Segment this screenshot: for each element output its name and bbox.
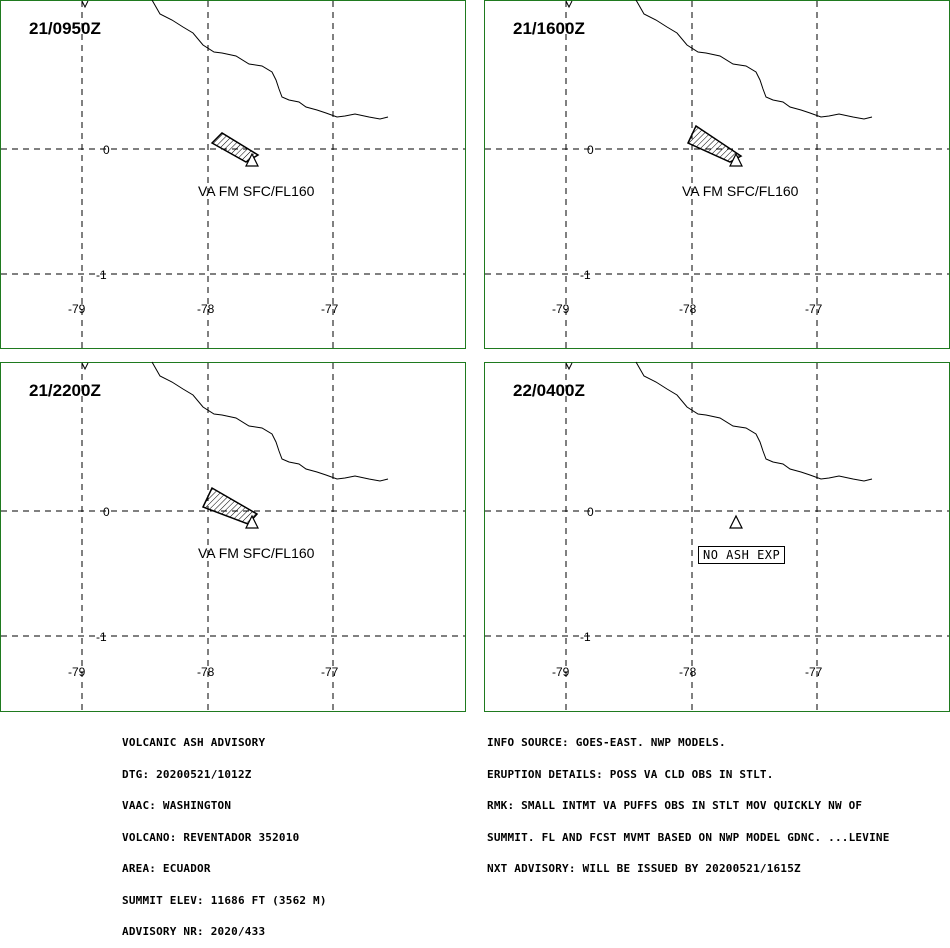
lon-label-78: -78 [197,302,215,316]
no-ash-expected-box: NO ASH EXP [698,546,786,564]
lon-label-77: -77 [321,302,339,316]
lon-label-77: -77 [321,665,339,679]
info-line: ADVISORY NR: 2020/433 [122,925,266,938]
ash-label: VA FM SFC/FL160 [682,183,799,199]
lon-label-78: -78 [197,665,215,679]
lat-label-minus1: -1 [96,630,107,644]
lat-label-0: 0 [587,505,594,519]
map-panel-3: 21/2200Z [0,362,466,712]
advisory-info-left: VOLCANIC ASH ADVISORY DTG: 20200521/1012… [122,717,327,948]
lon-label-77: -77 [805,302,823,316]
lon-label-79: -79 [552,302,570,316]
ash-label: VA FM SFC/FL160 [198,545,315,561]
map-panel-4: 22/0400Z [484,362,950,712]
ash-label: VA FM SFC/FL160 [198,183,315,199]
info-line: VOLCANIC ASH ADVISORY [122,736,266,749]
lat-label-0: 0 [587,143,594,157]
info-line: VAAC: WASHINGTON [122,799,232,812]
lon-label-79: -79 [552,665,570,679]
panel-time: 22/0400Z [513,381,585,400]
panel-time: 21/1600Z [513,19,585,38]
map-panel-1: 21/0950Z [0,0,466,349]
panel-time: 21/0950Z [29,19,101,38]
info-line: RMK: SMALL INTMT VA PUFFS OBS IN STLT MO… [487,799,863,812]
advisory-info-right: INFO SOURCE: GOES-EAST. NWP MODELS. ERUP… [487,717,890,885]
lat-label-0: 0 [103,143,110,157]
info-line: SUMMIT. FL AND FCST MVMT BASED ON NWP MO… [487,830,890,844]
lat-label-0: 0 [103,505,110,519]
lon-label-78: -78 [679,665,697,679]
lon-label-77: -77 [805,665,823,679]
lon-label-78: -78 [679,302,697,316]
lat-label-minus1: -1 [580,630,591,644]
info-line: AREA: ECUADOR [122,862,211,875]
info-line: ERUPTION DETAILS: POSS VA CLD OBS IN STL… [487,767,774,781]
lon-label-79: -79 [68,302,86,316]
lat-label-minus1: -1 [96,268,107,282]
info-line: DTG: 20200521/1012Z [122,767,252,781]
info-line: INFO SOURCE: GOES-EAST. NWP MODELS. [487,736,726,749]
lon-label-79: -79 [68,665,86,679]
info-line: VOLCANO: REVENTADOR 352010 [122,830,300,844]
info-line: SUMMIT ELEV: 11686 FT (3562 M) [122,893,327,907]
info-line: NXT ADVISORY: WILL BE ISSUED BY 20200521… [487,862,801,875]
map-panel-2: 21/1600Z [484,0,950,349]
lat-label-minus1: -1 [580,268,591,282]
panel-time: 21/2200Z [29,381,101,400]
